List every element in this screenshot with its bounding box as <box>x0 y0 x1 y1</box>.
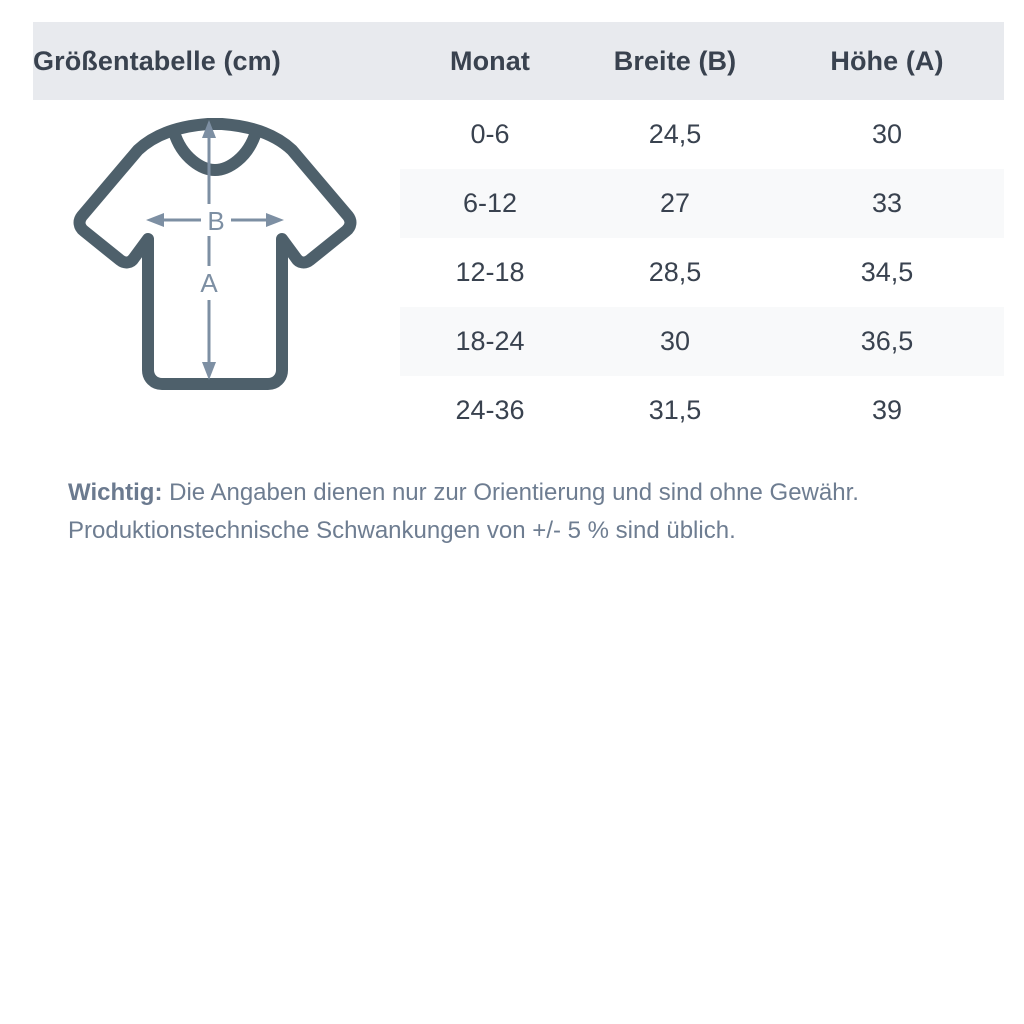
width-label-mask <box>201 204 231 236</box>
cell-hoehe: 36,5 <box>770 307 1004 376</box>
disclaimer-lead: Wichtig: <box>68 479 163 506</box>
tshirt-diagram-cell: A B <box>33 100 400 445</box>
cell-breite: 27 <box>580 169 770 238</box>
tshirt-icon: A B <box>73 118 357 390</box>
cell-hoehe: 30 <box>770 100 1004 169</box>
disclaimer-line-2: Produktionstechnische Schwankungen von +… <box>68 517 736 544</box>
width-arrow-right-icon <box>266 213 284 227</box>
width-label: B <box>207 206 224 236</box>
table-row: 12-18 28,5 34,5 <box>33 238 1004 307</box>
cell-hoehe: 34,5 <box>770 238 1004 307</box>
page-title: Größentabelle (cm) <box>33 22 400 100</box>
tshirt-diagram: A B <box>33 100 400 445</box>
table-row: A B 0-6 24,5 30 <box>33 100 1004 445</box>
column-header-breite: Breite (B) <box>580 22 770 100</box>
cell-monat: 12-18 <box>400 238 580 307</box>
cell-hoehe: 39 <box>770 376 1004 445</box>
cell-breite: 31,5 <box>580 376 770 445</box>
tshirt-outline <box>73 118 357 390</box>
cell-monat: 6-12 <box>400 169 580 238</box>
cell-breite: 28,5 <box>580 238 770 307</box>
height-label-mask <box>196 266 222 300</box>
column-header-monat: Monat <box>400 22 580 100</box>
tshirt-collar <box>168 126 262 176</box>
height-arrow-down-icon <box>202 362 216 380</box>
cell-monat: 24-36 <box>400 376 580 445</box>
cell-hoehe: 33 <box>770 169 1004 238</box>
size-chart-table: Größentabelle (cm) Monat Breite (B) Höhe… <box>33 22 1004 445</box>
height-arrow-up-icon <box>202 120 216 138</box>
cell-monat: 18-24 <box>400 307 580 376</box>
cell-breite: 30 <box>580 307 770 376</box>
cell-monat: 0-6 <box>400 100 580 169</box>
column-header-hoehe: Höhe (A) <box>770 22 1004 100</box>
table-row: 18-24 30 36,5 <box>33 307 1004 376</box>
table-body: A B 0-6 24,5 30 6-12 2 <box>33 100 1004 445</box>
header-row: Größentabelle (cm) Monat Breite (B) Höhe… <box>33 22 1004 100</box>
table-header: Größentabelle (cm) Monat Breite (B) Höhe… <box>33 22 1004 100</box>
height-label: A <box>200 268 218 298</box>
width-arrow-left-icon <box>146 213 164 227</box>
table-row: 24-36 31,5 39 <box>33 376 1004 445</box>
cell-breite: 24,5 <box>580 100 770 169</box>
size-chart: Größentabelle (cm) Monat Breite (B) Höhe… <box>33 22 1004 544</box>
disclaimer-note: Wichtig: Die Angaben dienen nur zur Orie… <box>68 474 1024 550</box>
table-row: 6-12 27 33 <box>33 169 1004 238</box>
disclaimer-line-1: Die Angaben dienen nur zur Orientierung … <box>162 479 859 506</box>
